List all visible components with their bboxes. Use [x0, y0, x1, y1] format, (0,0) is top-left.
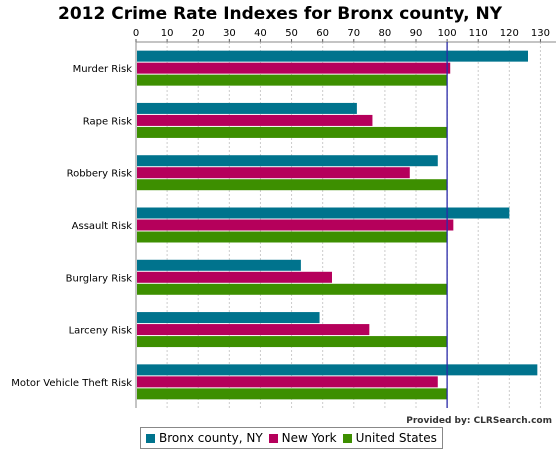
bar [137, 283, 448, 295]
x-tick-label: 100 [438, 28, 457, 39]
legend-item: Bronx county, NY [146, 431, 263, 445]
credit-text: Provided by: CLRSearch.com [406, 416, 552, 426]
bar [137, 167, 410, 179]
x-tick-label: 80 [379, 28, 392, 39]
bar [137, 312, 320, 324]
legend-swatch [146, 433, 155, 443]
x-tick-label: 110 [469, 28, 488, 39]
category-label: Burglary Risk [66, 273, 133, 284]
x-tick-label: 130 [531, 28, 550, 39]
chart-title: 2012 Crime Rate Indexes for Bronx county… [57, 4, 503, 24]
legend-item: United States [342, 431, 437, 445]
bar [137, 388, 448, 400]
bar [137, 231, 448, 243]
x-tick-label: 30 [223, 28, 236, 39]
x-tick-label: 20 [192, 28, 205, 39]
legend: Bronx county, NY New York United States [140, 427, 443, 449]
bar [137, 219, 454, 231]
x-tick-label: 0 [133, 28, 139, 39]
x-tick-label: 10 [161, 28, 174, 39]
legend-swatch [268, 433, 278, 443]
bar [137, 62, 451, 74]
bar [137, 324, 370, 336]
category-label: Robbery Risk [67, 169, 133, 180]
category-label: Larceny Risk [69, 326, 133, 337]
legend-label: United States [355, 431, 437, 445]
bar [137, 126, 448, 138]
bar [137, 114, 373, 126]
bar [137, 179, 448, 191]
category-label: Murder Risk [73, 64, 133, 75]
legend-swatch [342, 433, 352, 443]
x-tick-label: 120 [500, 28, 519, 39]
x-tick-label: 90 [410, 28, 423, 39]
x-tick-label: 70 [347, 28, 360, 39]
bar [137, 271, 332, 283]
bar [137, 155, 438, 167]
bar [137, 74, 448, 86]
legend-item: New York [268, 431, 337, 445]
bar [137, 102, 357, 114]
x-tick-label: 40 [254, 28, 267, 39]
x-tick-label: 50 [285, 28, 298, 39]
bar [137, 259, 301, 271]
category-label: Rape Risk [83, 116, 132, 127]
legend-label: New York [281, 431, 337, 445]
bar [137, 364, 538, 376]
bar [137, 207, 510, 219]
bar [137, 50, 528, 62]
legend-label: Bronx county, NY [159, 431, 263, 445]
bar [137, 376, 438, 388]
category-label: Assault Risk [72, 221, 133, 232]
bar [137, 336, 448, 348]
x-tick-label: 60 [316, 28, 329, 39]
category-label: Motor Vehicle Theft Risk [11, 378, 132, 389]
